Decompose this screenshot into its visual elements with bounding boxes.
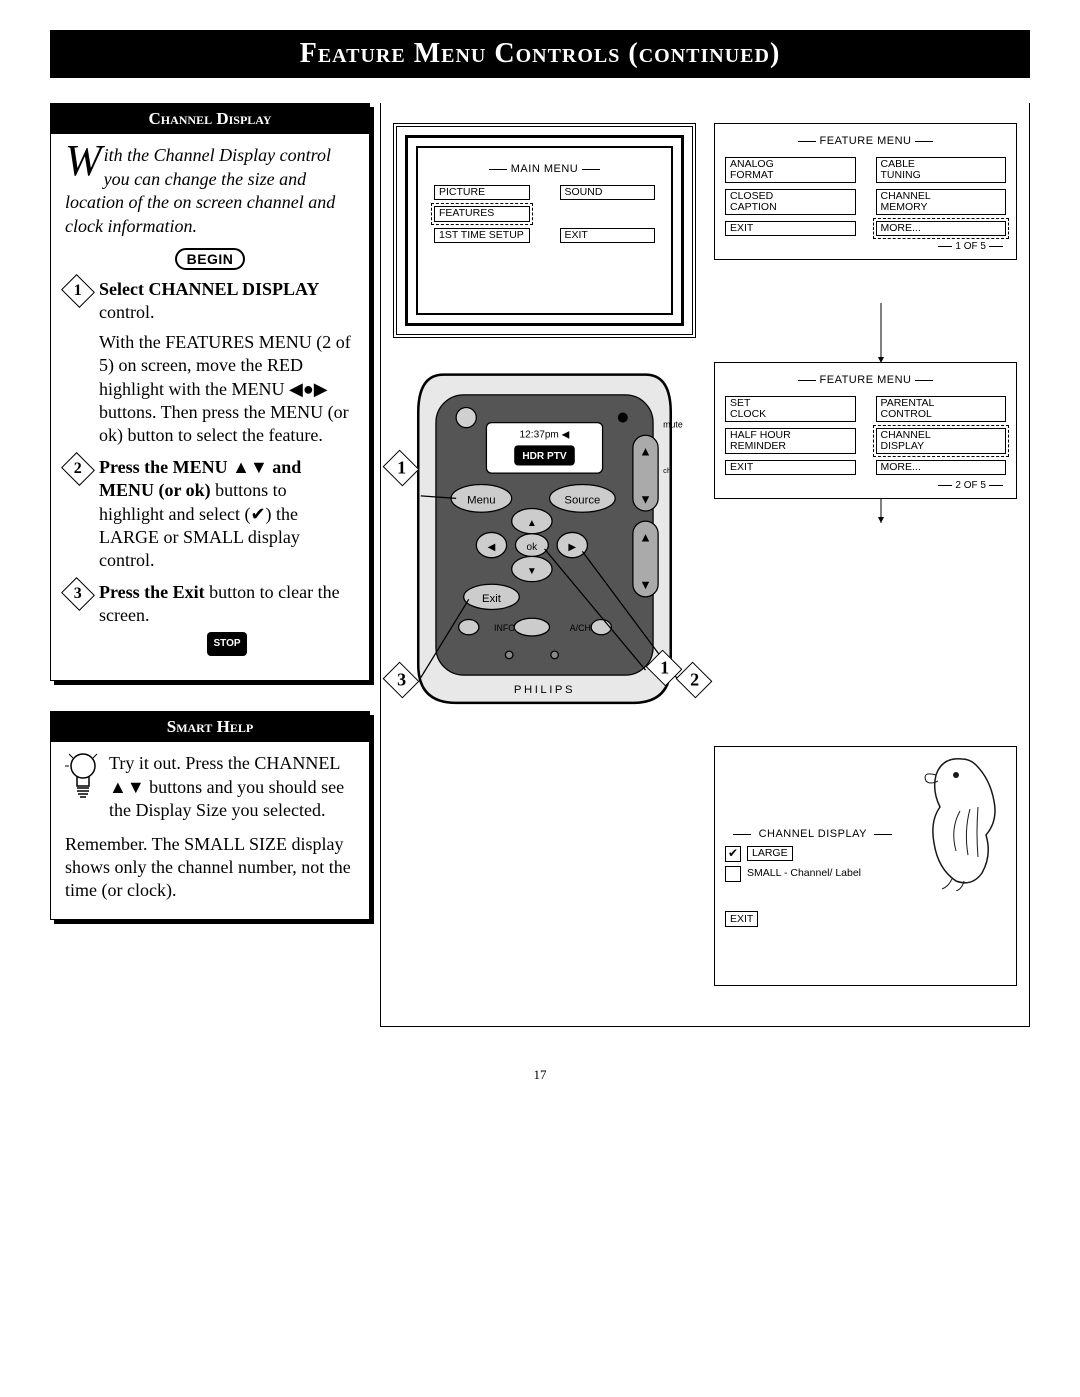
- channel-display-panel: CHANNEL DISPLAY ✔ LARGE SMALL - Channel/…: [714, 746, 1017, 986]
- svg-text:INFO: INFO: [494, 623, 515, 633]
- step-3: 3 Press the Exit button to clear the scr…: [65, 581, 355, 657]
- fm1-title: FEATURE MENU: [725, 134, 1006, 148]
- smart-help-header: Smart Help: [51, 712, 369, 742]
- page-title-bar: Feature Menu Controls (continued): [50, 30, 1030, 78]
- channel-display-box: Channel Display W ith the Channel Displa…: [50, 103, 370, 681]
- step-2: 2 Press the MENU ▲▼ and MENU (or ok) but…: [65, 456, 355, 573]
- svg-text:ch: ch: [663, 466, 671, 475]
- feature-menu-item: EXIT: [725, 221, 856, 237]
- svg-text:▲: ▲: [639, 445, 651, 459]
- cd-title: CHANNEL DISPLAY: [729, 827, 1006, 841]
- remote-diagram: 1 3 1 2 12:37pm ◀ HDR PTV: [393, 362, 696, 722]
- feature-menu-item: CHANNELMEMORY: [876, 189, 1007, 215]
- feature-menu-item: HALF HOURREMINDER: [725, 428, 856, 454]
- begin-row: BEGIN: [65, 246, 355, 270]
- right-column: MAIN MENU PICTURE SOUND FEATURES 1ST TIME S…: [380, 103, 1030, 1027]
- stop-badge: STOP: [207, 632, 247, 656]
- parrot-icon: [912, 751, 1012, 891]
- step-1-num: 1: [61, 274, 95, 308]
- svg-text:PHILIPS: PHILIPS: [514, 684, 575, 696]
- empty-check-icon: [725, 866, 741, 882]
- main-menu-item: FEATURES: [434, 206, 530, 222]
- feature-menu-item: PARENTALCONTROL: [876, 396, 1007, 422]
- svg-text:Source: Source: [564, 495, 600, 507]
- fm2-title: FEATURE MENU: [725, 373, 1006, 387]
- svg-text:12:37pm ◀: 12:37pm ◀: [520, 430, 570, 441]
- smart-help-box: Smart Help Try it out. Press the CHANNEL…: [50, 711, 370, 919]
- feature-menu-2: FEATURE MENU SETCLOCK PARENTALCONTROL HALF…: [714, 362, 1017, 499]
- feature-menu-item: CLOSEDCAPTION: [725, 189, 856, 215]
- tv-main-menu: MAIN MENU PICTURE SOUND FEATURES 1ST TIME S…: [393, 123, 696, 338]
- intro-text: W ith the Channel Display control you ca…: [65, 144, 355, 238]
- dropcap: W: [65, 144, 104, 178]
- svg-text:▲: ▲: [639, 531, 651, 545]
- page-number: 17: [50, 1067, 1030, 1084]
- main-menu-item: EXIT: [560, 228, 656, 244]
- svg-text:▼: ▼: [639, 493, 651, 507]
- svg-text:◀: ◀: [488, 543, 496, 554]
- smart-p2: Remember. The SMALL SIZE display shows o…: [65, 833, 355, 903]
- svg-text:mute: mute: [663, 420, 683, 430]
- fm1-page: 1 OF 5: [725, 240, 1006, 253]
- feature-menu-item: MORE...: [876, 221, 1007, 237]
- feature-menu-1: FEATURE MENU ANALOGFORMAT CABLETUNING CLOS…: [714, 123, 1017, 260]
- step-2-num: 2: [61, 452, 95, 486]
- lightbulb-icon: [65, 752, 101, 800]
- svg-text:▼: ▼: [639, 579, 651, 593]
- feature-menu-item: MORE...: [876, 460, 1007, 476]
- feature-menu-item: EXIT: [725, 460, 856, 476]
- cd-exit: EXIT: [725, 911, 758, 927]
- feature-menu-item: ANALOGFORMAT: [725, 157, 856, 183]
- main-menu-item: 1ST TIME SETUP: [434, 228, 530, 244]
- channel-display-header: Channel Display: [51, 104, 369, 134]
- smart-p1: Try it out. Press the CHANNEL ▲▼ buttons…: [65, 752, 355, 822]
- fm2-page: 2 OF 5: [725, 479, 1006, 492]
- left-column: Channel Display W ith the Channel Displa…: [50, 103, 370, 1027]
- svg-text:Menu: Menu: [467, 495, 495, 507]
- main-menu-item: PICTURE: [434, 185, 530, 201]
- svg-text:▲: ▲: [527, 519, 537, 530]
- main-menu-item: [560, 206, 656, 222]
- feature-menu-item: CHANNELDISPLAY: [876, 428, 1007, 454]
- step-3-num: 3: [61, 577, 95, 611]
- feature-menu-item: CABLETUNING: [876, 157, 1007, 183]
- check-icon: ✔: [725, 846, 741, 862]
- page-title: Feature Menu Controls (continued): [300, 38, 781, 69]
- svg-text:Exit: Exit: [482, 593, 502, 605]
- step-1: 1 Select CHANNEL DISPLAY control. With t…: [65, 278, 355, 448]
- main-menu-title: MAIN MENU: [434, 162, 655, 176]
- svg-text:▶: ▶: [568, 543, 576, 554]
- svg-text:HDR PTV: HDR PTV: [522, 452, 567, 463]
- feature-menu-item: SETCLOCK: [725, 396, 856, 422]
- svg-text:A/CH: A/CH: [570, 623, 591, 633]
- svg-text:▼: ▼: [527, 566, 537, 577]
- begin-pill: BEGIN: [175, 248, 246, 270]
- svg-text:ok: ok: [527, 543, 539, 554]
- main-menu-item: SOUND: [560, 185, 656, 201]
